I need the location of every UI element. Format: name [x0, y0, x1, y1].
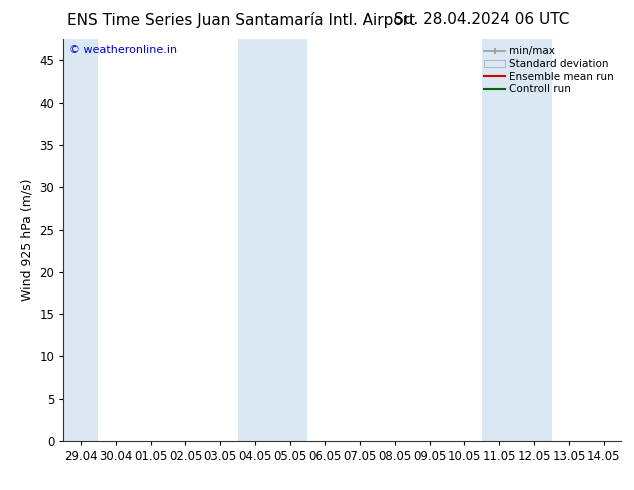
Text: © weatheronline.in: © weatheronline.in [69, 45, 177, 55]
Text: ENS Time Series Juan Santamaría Intl. Airport: ENS Time Series Juan Santamaría Intl. Ai… [67, 12, 415, 28]
Y-axis label: Wind 925 hPa (m/s): Wind 925 hPa (m/s) [21, 179, 34, 301]
Bar [63, 39, 98, 441]
Legend: min/max, Standard deviation, Ensemble mean run, Controll run: min/max, Standard deviation, Ensemble me… [482, 45, 616, 97]
Bar [482, 39, 552, 441]
Bar [238, 39, 307, 441]
Text: Su. 28.04.2024 06 UTC: Su. 28.04.2024 06 UTC [394, 12, 569, 27]
